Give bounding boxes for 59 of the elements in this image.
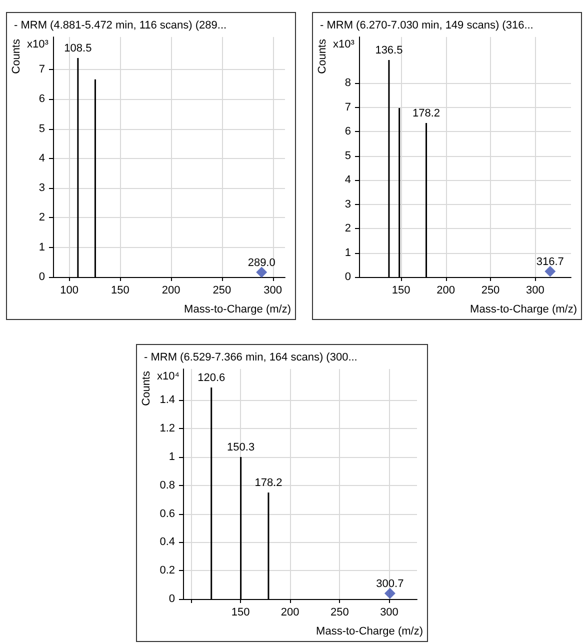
y-tick-label: 6	[38, 93, 45, 106]
y-tick-label: 3	[38, 182, 45, 194]
y-tick-label: 0	[38, 271, 45, 283]
y-tick-label: 4	[38, 152, 45, 164]
annotation: 150.3	[227, 442, 255, 454]
x-tick-label: 300	[264, 284, 282, 296]
y-tick-label: 6	[344, 126, 351, 138]
x-tick-label: 300	[380, 606, 398, 618]
annotation: 178.2	[412, 108, 440, 120]
y-axis-title: Counts	[10, 38, 22, 74]
text: x10³	[333, 38, 355, 50]
y-tick-label: 1	[38, 241, 45, 254]
y-tick-label: 1.2	[160, 422, 175, 435]
annotation: 178.2	[254, 477, 282, 490]
x-tick-label: 200	[280, 606, 300, 618]
y-tick-label: 7	[344, 101, 351, 114]
chart-title: - MRM (4.881-5.472 min, 116 scans) (289...	[14, 20, 227, 32]
x-tick-label: 150	[110, 284, 130, 296]
annotation: 316.7	[536, 256, 564, 268]
y-axis-title: Counts	[140, 370, 152, 406]
x-axis-title: Mass-to-Charge (m/z)	[316, 626, 424, 638]
x-tick-label: 250	[481, 284, 500, 296]
x-tick-label: 200	[436, 284, 455, 296]
y-tick-label: 7	[38, 64, 45, 76]
annotation: 289.0	[248, 256, 276, 269]
x-tick-label: 300	[526, 284, 544, 296]
annotation: 108.5	[64, 42, 92, 55]
y-tick-label: 2	[38, 212, 45, 224]
annotation: 300.7	[376, 578, 404, 590]
y-axis-title: Counts	[316, 38, 328, 74]
y-tick-label: 0	[344, 271, 351, 283]
y-tick-label: 0.4	[160, 536, 175, 548]
text: x10³	[27, 38, 49, 50]
y-tick-label: 0	[168, 593, 175, 605]
chart-title: - MRM (6.529-7.366 min, 164 scans) (300...	[144, 352, 358, 364]
y-tick-label: 0.8	[160, 479, 175, 492]
y-tick-label: 1	[168, 451, 175, 464]
y-tick-label: 3	[344, 198, 351, 210]
y-tick-label: 0.2	[160, 564, 175, 577]
x-axis-title: Mass-to-Charge (m/z)	[184, 304, 292, 316]
x-tick-label: 200	[162, 284, 180, 296]
annotation: 120.6	[198, 372, 226, 384]
x-tick-label: 250	[212, 284, 232, 296]
chart-title: - MRM (6.270-7.030 min, 149 scans) (316...	[320, 20, 534, 32]
y-tick-label: 4	[344, 174, 351, 186]
x-axis-title: Mass-to-Charge (m/z)	[470, 304, 578, 316]
x-tick-label: 100	[60, 284, 78, 296]
text: x10⁴	[157, 370, 180, 382]
x-tick-label: 150	[231, 606, 250, 618]
x-tick-label: 250	[330, 606, 349, 618]
y-tick-label: 2	[344, 222, 351, 235]
y-tick-label: 0.6	[160, 508, 175, 520]
y-tick-label: 1	[344, 246, 351, 259]
y-tick-label: 8	[344, 77, 351, 90]
x-tick-label: 150	[392, 284, 410, 296]
y-tick-label: 1.4	[160, 394, 175, 406]
annotation: 136.5	[375, 44, 403, 57]
y-tick-label: 5	[344, 150, 351, 162]
y-tick-label: 5	[38, 122, 45, 135]
